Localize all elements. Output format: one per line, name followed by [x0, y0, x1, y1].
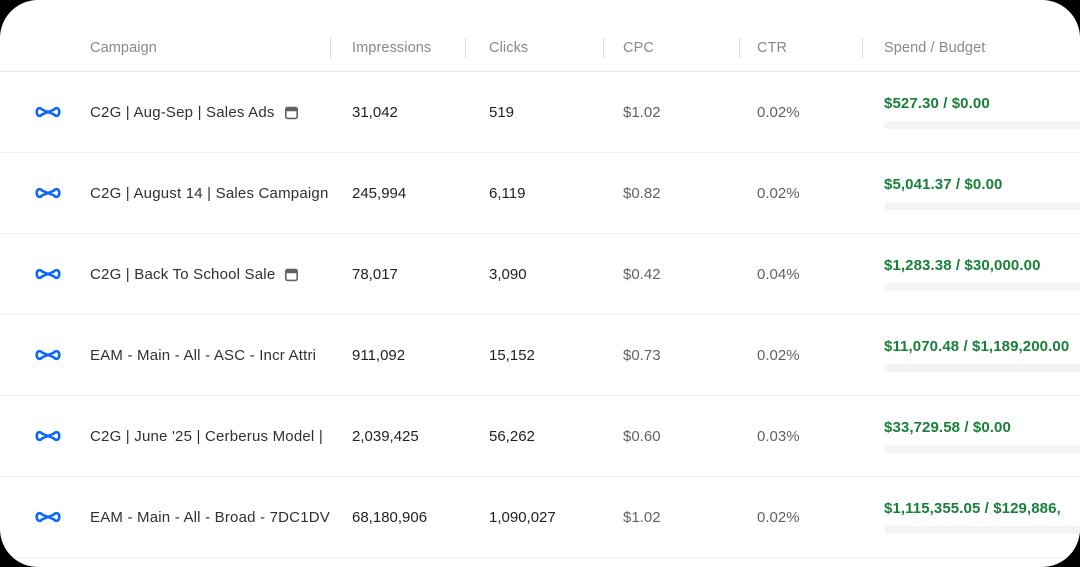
platform-icon-cell [0, 263, 90, 285]
column-header-cpc[interactable]: CPC [603, 24, 739, 71]
budget-progress-bar [884, 121, 1080, 129]
meta-infinity-icon [35, 511, 61, 523]
impressions-value: 78,017 [352, 265, 398, 283]
impressions-value: 245,994 [352, 184, 407, 202]
clicks-value: 15,152 [489, 346, 535, 364]
platform-icon-cell [0, 425, 90, 447]
campaign-name: EAM - Main - All - ASC - Incr Attri [90, 346, 317, 364]
meta-infinity-icon [35, 268, 61, 280]
ctr-value: 0.03% [757, 427, 800, 445]
meta-infinity-icon [35, 187, 61, 199]
spend-budget-value: $1,115,355.05 / $129,886, [884, 500, 1061, 517]
header-spacer [0, 24, 90, 71]
column-header-label: CTR [757, 39, 788, 56]
spend-budget-value: $527.30 / $0.00 [884, 95, 990, 112]
table-row[interactable]: C2G | Back To School Sale 78,017 3,090 $… [0, 234, 1080, 315]
ctr-value: 0.02% [757, 103, 800, 121]
spend-budget-cell: $527.30 / $0.00 [862, 95, 1080, 129]
ctr-value: 0.02% [757, 346, 800, 364]
clicks-value: 6,119 [489, 184, 526, 202]
platform-icon-cell [0, 182, 90, 204]
ctr-value: 0.02% [757, 508, 800, 526]
budget-progress-bar [884, 526, 1080, 534]
column-header-label: CPC [623, 39, 654, 56]
budget-progress-bar [884, 364, 1080, 372]
budget-progress-bar [884, 202, 1080, 210]
clicks-value: 56,262 [489, 427, 535, 445]
column-header-label: Spend / Budget [884, 39, 986, 56]
clicks-value: 1,090,027 [489, 508, 556, 526]
spend-budget-cell: $1,115,355.05 / $129,886, [862, 500, 1080, 534]
table-row[interactable]: C2G | August 14 | Sales Campaign 245,994… [0, 153, 1080, 234]
spend-budget-value: $33,729.58 / $0.00 [884, 419, 1011, 436]
spend-budget-cell: $1,283.38 / $30,000.00 [862, 257, 1080, 291]
clicks-value: 3,090 [489, 265, 527, 283]
campaign-name: C2G | Back To School Sale [90, 265, 276, 283]
column-header-impressions[interactable]: Impressions [330, 24, 465, 71]
column-header-spend-budget[interactable]: Spend / Budget [862, 24, 1080, 71]
impressions-value: 911,092 [352, 346, 406, 364]
cpc-value: $0.42 [623, 265, 661, 283]
ctr-value: 0.02% [757, 184, 800, 202]
column-header-label: Impressions [352, 39, 432, 56]
impressions-value: 68,180,906 [352, 508, 428, 526]
column-header-ctr[interactable]: CTR [739, 24, 862, 71]
calendar-icon [284, 267, 299, 282]
cpc-value: $0.73 [623, 346, 661, 364]
campaign-cell: EAM - Main - All - ASC - Incr Attri [90, 347, 330, 364]
cpc-value: $1.02 [623, 508, 661, 526]
budget-progress-bar [884, 445, 1080, 453]
platform-icon-cell [0, 101, 90, 123]
spend-budget-value: $1,283.38 / $30,000.00 [884, 257, 1041, 274]
table-row[interactable]: EAM - Main - All - ASC - Incr Attri 911,… [0, 315, 1080, 396]
campaign-cell: EAM - Main - All - Broad - 7DC1DV [90, 509, 330, 526]
column-header-label: Campaign [90, 39, 157, 56]
column-header-label: Clicks [489, 39, 529, 56]
clicks-value: 519 [489, 103, 515, 121]
campaign-name: C2G | Aug-Sep | Sales Ads [90, 103, 275, 121]
campaign-cell: C2G | August 14 | Sales Campaign [90, 185, 330, 202]
column-header-clicks[interactable]: Clicks [465, 24, 603, 71]
column-header-campaign[interactable]: Campaign [90, 24, 330, 71]
cpc-value: $0.82 [623, 184, 661, 202]
budget-progress-bar [884, 283, 1080, 291]
cpc-value: $1.02 [623, 103, 661, 121]
table-row[interactable]: EAM - Main - All - Broad - 7DC1DV 68,180… [0, 477, 1080, 558]
meta-infinity-icon [35, 106, 61, 118]
campaign-name: C2G | June '25 | Cerberus Model | [90, 427, 323, 445]
campaign-cell: C2G | Aug-Sep | Sales Ads [90, 104, 330, 121]
spend-budget-cell: $11,070.48 / $1,189,200.00 [862, 338, 1080, 372]
table-header-row: Campaign Impressions Clicks CPC CTR Spen… [0, 0, 1080, 72]
spend-budget-value: $5,041.37 / $0.00 [884, 176, 1003, 193]
cpc-value: $0.60 [623, 427, 661, 445]
table-row[interactable]: C2G | June '25 | Cerberus Model | 2,039,… [0, 396, 1080, 477]
campaign-cell: C2G | June '25 | Cerberus Model | [90, 428, 330, 445]
campaign-name: C2G | August 14 | Sales Campaign [90, 184, 329, 202]
impressions-value: 31,042 [352, 103, 398, 121]
meta-infinity-icon [35, 430, 61, 442]
platform-icon-cell [0, 344, 90, 366]
campaign-cell: C2G | Back To School Sale [90, 266, 330, 283]
ctr-value: 0.04% [757, 265, 800, 283]
meta-infinity-icon [35, 349, 61, 361]
spend-budget-cell: $5,041.37 / $0.00 [862, 176, 1080, 210]
table-row[interactable]: C2G | Aug-Sep | Sales Ads 31,042 519 $1.… [0, 72, 1080, 153]
calendar-icon [284, 105, 299, 120]
spend-budget-value: $11,070.48 / $1,189,200.00 [884, 338, 1070, 355]
impressions-value: 2,039,425 [352, 427, 419, 445]
spend-budget-cell: $33,729.58 / $0.00 [862, 419, 1080, 453]
campaign-name: EAM - Main - All - Broad - 7DC1DV [90, 508, 330, 526]
platform-icon-cell [0, 506, 90, 528]
